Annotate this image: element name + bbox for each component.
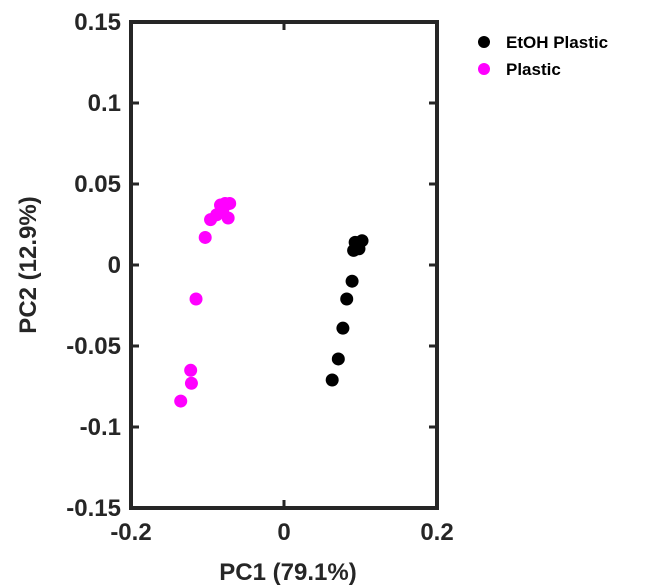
point-plastic bbox=[198, 230, 212, 244]
data-points bbox=[174, 196, 369, 408]
x-axis-ticks: -0.2 0 0.2 bbox=[110, 22, 454, 546]
point-etoh-plastic bbox=[352, 242, 366, 256]
legend-marker-etoh-plastic bbox=[478, 36, 490, 48]
x-axis-label: PC1 (79.1%) bbox=[219, 559, 356, 586]
y-tick-label: 0.15 bbox=[74, 9, 121, 36]
legend-label-plastic: Plastic bbox=[506, 60, 561, 79]
x-tick-label: -0.2 bbox=[110, 519, 151, 546]
y-tick-label: -0.05 bbox=[66, 333, 121, 360]
point-plastic bbox=[174, 394, 188, 408]
point-etoh-plastic bbox=[331, 352, 345, 366]
legend-label-etoh-plastic: EtOH Plastic bbox=[506, 33, 608, 52]
y-tick-label: 0 bbox=[108, 252, 121, 279]
point-etoh-plastic bbox=[325, 373, 339, 387]
point-plastic bbox=[184, 376, 198, 390]
y-tick-label: -0.1 bbox=[80, 414, 121, 441]
point-plastic bbox=[184, 363, 198, 377]
point-etoh-plastic bbox=[336, 321, 350, 335]
y-tick-label: 0.05 bbox=[74, 171, 121, 198]
y-axis-label: PC2 (12.9%) bbox=[15, 196, 42, 333]
legend-marker-plastic bbox=[478, 63, 490, 75]
legend: EtOH Plastic Plastic bbox=[478, 33, 608, 79]
x-tick-label: 0.2 bbox=[420, 519, 453, 546]
point-etoh-plastic bbox=[340, 292, 354, 306]
point-plastic bbox=[216, 203, 230, 217]
y-tick-label: -0.15 bbox=[66, 495, 121, 522]
y-axis-ticks: -0.15 -0.1 -0.05 0 0.05 0.1 0.15 bbox=[66, 9, 437, 522]
point-plastic bbox=[189, 292, 203, 306]
axes-box bbox=[129, 20, 439, 510]
point-etoh-plastic bbox=[345, 274, 359, 288]
y-tick-label: 0.1 bbox=[88, 90, 121, 117]
x-tick-label: 0 bbox=[277, 519, 290, 546]
